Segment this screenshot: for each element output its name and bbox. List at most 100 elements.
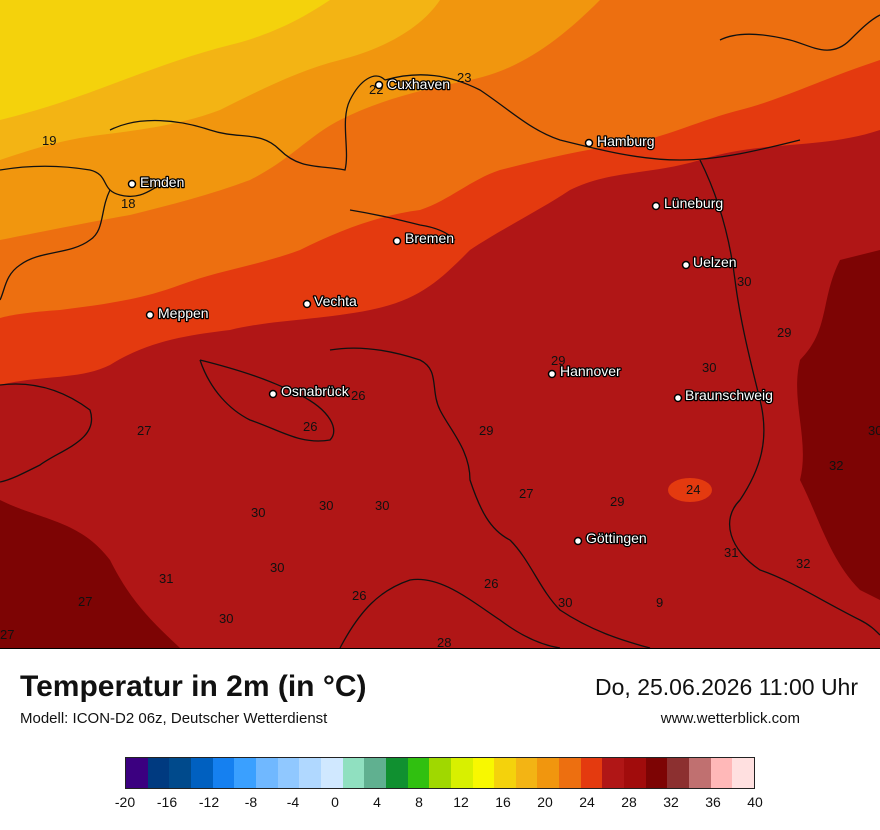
legend-tick-label: 12 (453, 794, 469, 810)
legend-swatch (450, 758, 473, 788)
coastline-ems (0, 165, 161, 197)
legend-tick-label: 0 (331, 794, 339, 810)
city-dot-icon (392, 236, 402, 246)
city-lueneburg[interactable]: Lüneburg (651, 194, 724, 212)
isoline-label: 30 (702, 360, 716, 375)
border-hessen (509, 539, 651, 648)
legend-tick-label: 24 (579, 794, 595, 810)
city-dot-icon (681, 260, 691, 270)
isoline-label: 19 (42, 133, 56, 148)
city-dot-icon (127, 179, 137, 189)
city-label: Osnabrück (281, 383, 350, 399)
isoline-label: 26 (484, 576, 498, 591)
weather-map: 23 22 19 18 30 29 30 29 26 30 27 26 29 2… (0, 0, 880, 649)
city-uelzen[interactable]: Uelzen (681, 253, 738, 271)
legend-swatch (667, 758, 690, 788)
city-label: Bremen (405, 230, 454, 246)
isoline-label: 18 (121, 196, 135, 211)
legend-swatch (645, 758, 668, 788)
legend-tick-label: 40 (747, 794, 763, 810)
isoline-label: 27 (519, 486, 533, 501)
city-dot-icon (145, 310, 155, 320)
isoline-label: 32 (829, 458, 843, 473)
isoline-label: 30 (868, 423, 880, 438)
border-nl-south (0, 383, 93, 483)
legend-tick-label: 4 (373, 794, 381, 810)
website-link[interactable]: www.wetterblick.com (660, 710, 800, 727)
legend-swatch (212, 758, 235, 788)
isoline-label: 29 (479, 423, 493, 438)
isoline-label: 30 (558, 595, 572, 610)
city-osnabrueck[interactable]: Osnabrück (268, 382, 351, 400)
legend-tick-label: 16 (495, 794, 511, 810)
coastline-jade (109, 75, 386, 171)
isoline-label: 30 (270, 560, 284, 575)
legend-tick-label: -4 (286, 794, 300, 810)
legend-swatch (169, 758, 191, 788)
city-hannover[interactable]: Hannover (547, 362, 622, 380)
city-label: Hannover (560, 363, 621, 379)
legend-swatch (494, 758, 516, 788)
city-meppen[interactable]: Meppen (145, 304, 210, 322)
color-scale-ticks: -20 -16 -12 -8 -4 0 4 8 12 16 20 24 28 32 36 40 (0, 794, 880, 814)
legend-swatch (624, 758, 646, 788)
border-south (339, 578, 561, 648)
isoline-label: 27 (78, 594, 92, 609)
legend-swatch (689, 758, 711, 788)
city-dot-icon (268, 389, 278, 399)
legend-tick-label: 8 (415, 794, 423, 810)
temp-spot-24 (668, 478, 712, 502)
coastline-baltic (719, 14, 880, 51)
legend-swatch (515, 758, 538, 788)
city-hamburg[interactable]: Hamburg (584, 132, 656, 150)
isoline-label: 24 (686, 482, 700, 497)
isoline-label: 30 (251, 505, 265, 520)
legend-swatch (342, 758, 365, 788)
legend-swatch (429, 758, 451, 788)
city-bremen[interactable]: Bremen (392, 229, 455, 247)
legend-swatch (364, 758, 386, 788)
legend-swatch (732, 758, 755, 788)
legend-tick-label: -8 (244, 794, 258, 810)
legend-swatch (602, 758, 625, 788)
legend-tick-label: -12 (198, 794, 220, 810)
isoline-label: 29 (610, 494, 624, 509)
legend-swatch (147, 758, 170, 788)
isoline-label: 30 (319, 498, 333, 513)
isoline-label: 29 (777, 325, 791, 340)
city-emden[interactable]: Emden (127, 173, 186, 191)
isoline-label: 30 (737, 274, 751, 289)
temp-zone-32-east (797, 250, 880, 600)
city-cuxhaven[interactable]: Cuxhaven (374, 75, 451, 93)
city-vechta[interactable]: Vechta (302, 292, 358, 310)
city-dot-icon (374, 80, 384, 90)
city-goettingen[interactable]: Göttingen (573, 529, 648, 547)
border-osnabrueck (199, 359, 335, 442)
city-braunschweig[interactable]: Braunschweig (673, 386, 774, 404)
city-label: Braunschweig (685, 387, 773, 403)
legend-swatch (537, 758, 560, 788)
isoline-label: 27 (0, 627, 14, 642)
isoline-label: 30 (375, 498, 389, 513)
elbe-estuary (384, 74, 801, 161)
city-label: Göttingen (586, 530, 647, 546)
city-label: Emden (140, 174, 184, 190)
temp-zone-19 (0, 0, 330, 120)
isoline-label: 27 (137, 423, 151, 438)
city-label: Cuxhaven (387, 76, 450, 92)
map-title: Temperatur in 2m (in °C) (20, 670, 367, 703)
legend-swatch (255, 758, 278, 788)
city-dot-icon (584, 138, 594, 148)
legend-swatch (299, 758, 321, 788)
legend-swatch (190, 758, 213, 788)
temperature-field: 23 22 19 18 30 29 30 29 26 30 27 26 29 2… (0, 0, 880, 648)
legend-tick-label: 28 (621, 794, 637, 810)
legend-tick-label: 20 (537, 794, 553, 810)
legend-swatch (559, 758, 581, 788)
legend-swatch (407, 758, 430, 788)
forecast-datetime: Do, 25.06.2026 11:00 Uhr (595, 674, 858, 700)
isoline-label: 32 (796, 556, 810, 571)
legend-swatch (385, 758, 408, 788)
legend-swatch (126, 758, 148, 788)
city-label: Vechta (314, 293, 357, 309)
